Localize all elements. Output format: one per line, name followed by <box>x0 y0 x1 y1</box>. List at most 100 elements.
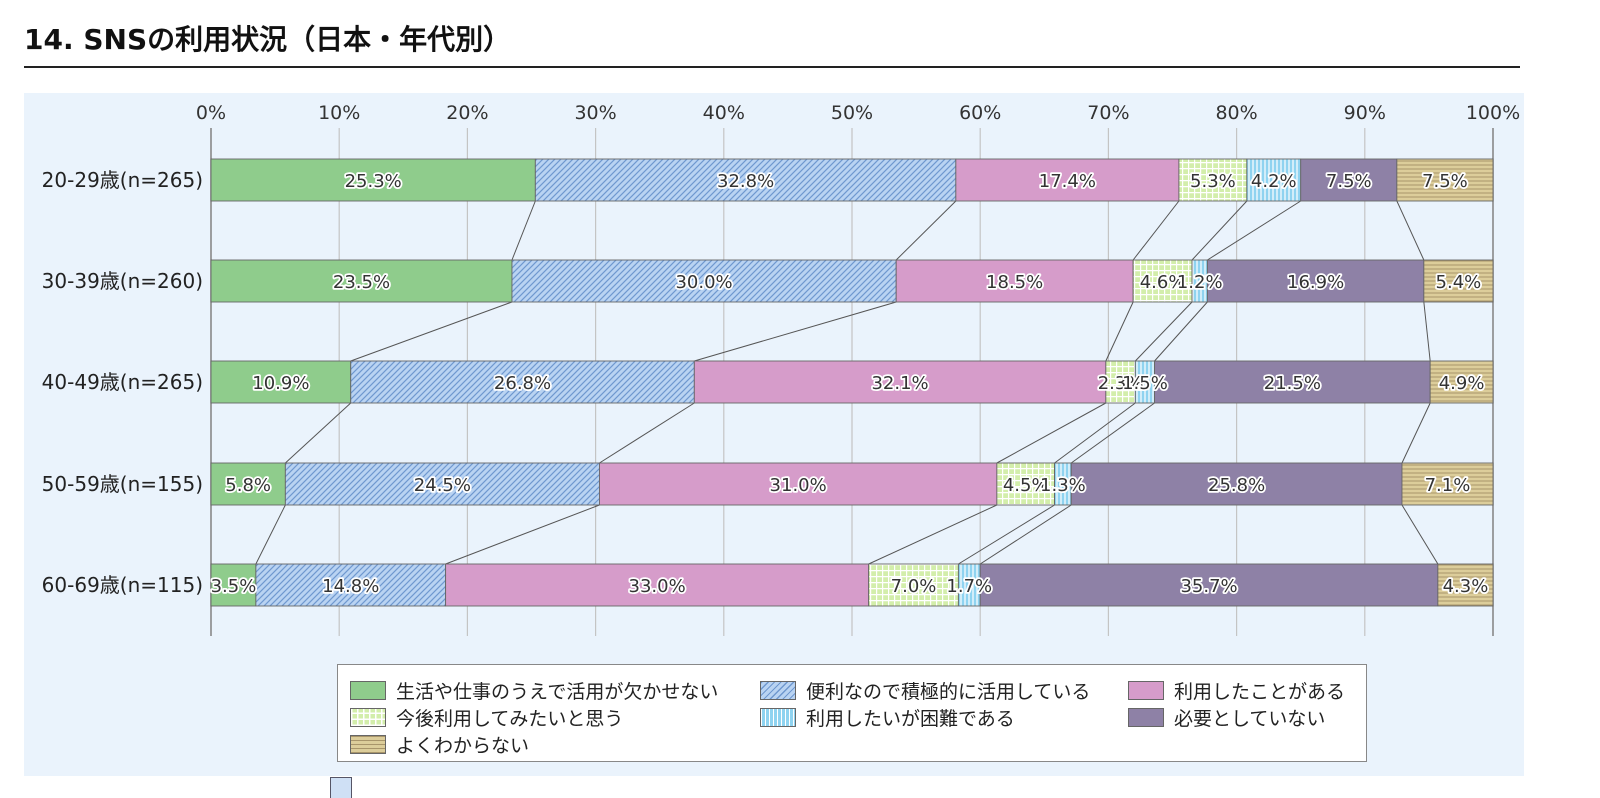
bar-segment <box>1396 158 1494 202</box>
data-label: 14.8% <box>322 576 379 597</box>
bar-segment <box>1105 360 1136 404</box>
bar-segment <box>955 158 1180 202</box>
category-label: 60-69歳(n=115) <box>42 573 203 597</box>
bar-segment <box>511 259 897 303</box>
legend-label: 生活や仕事のうえで活用が欠かせない <box>396 681 719 703</box>
bar-segment <box>210 360 352 404</box>
category-label: 40-49歳(n=265) <box>42 370 203 394</box>
connector-line <box>996 402 1107 464</box>
connector-line <box>694 301 897 362</box>
bar-segment <box>1246 158 1302 202</box>
bar-segment <box>534 158 957 202</box>
connector-line <box>1105 301 1134 362</box>
legend-item: 利用したいが困難である <box>760 704 1015 731</box>
x-tick-label: 90% <box>1344 102 1386 124</box>
connector-line <box>1191 200 1248 261</box>
legend-label: 必要としていない <box>1174 708 1326 730</box>
legend-swatch <box>760 708 796 727</box>
bar-segment <box>210 563 257 607</box>
data-label: 5.8% <box>225 475 271 496</box>
connector-line <box>599 402 695 464</box>
x-tick-label: 100% <box>1466 102 1520 124</box>
bar-segment <box>284 462 600 506</box>
bar-segment <box>1437 563 1494 607</box>
category-label: 50-59歳(n=155) <box>42 472 203 496</box>
legend-swatch <box>760 681 796 700</box>
partial-legend-swatch <box>330 777 352 798</box>
data-label: 5.3% <box>1190 171 1236 192</box>
connector-line <box>1054 402 1136 464</box>
data-label: 4.9% <box>1439 373 1485 394</box>
connector-line <box>511 200 536 261</box>
connector-line <box>895 200 957 261</box>
bar-segment <box>598 462 998 506</box>
data-label: 21.5% <box>1264 373 1321 394</box>
x-tick-label: 80% <box>1215 102 1257 124</box>
data-label: 26.8% <box>494 373 551 394</box>
data-label: 35.7% <box>1180 576 1237 597</box>
bar-segment <box>693 360 1107 404</box>
connector-line <box>285 402 352 464</box>
bar-segment <box>1154 360 1431 404</box>
bar-segment <box>979 563 1439 607</box>
connector-line <box>958 504 1055 565</box>
legend-item: 生活や仕事のうえで活用が欠かせない <box>350 677 718 704</box>
data-label: 7.5% <box>1326 171 1372 192</box>
data-label: 18.5% <box>986 272 1043 293</box>
data-label: 1.7% <box>946 576 992 597</box>
data-label: 7.1% <box>1425 475 1471 496</box>
legend-item: 必要としていない <box>1128 704 1325 731</box>
data-label: 32.1% <box>871 373 928 394</box>
connector-line <box>979 504 1072 565</box>
data-label: 4.2% <box>1251 171 1297 192</box>
connector-line <box>1132 200 1180 261</box>
legend-label: 利用したことがある <box>1174 681 1346 703</box>
connector-line <box>868 504 998 565</box>
bar-segment <box>255 563 447 607</box>
legend-label: 利用したいが困難である <box>806 708 1015 730</box>
connector-line <box>350 301 513 362</box>
bar-segment <box>1401 462 1494 506</box>
x-tick-label: 50% <box>831 102 873 124</box>
data-label: 3.5% <box>211 576 257 597</box>
data-label: 1.2% <box>1177 272 1223 293</box>
bottom-strip <box>0 776 1600 798</box>
connector-line <box>1134 301 1193 362</box>
x-tick-label: 70% <box>1087 102 1129 124</box>
legend-swatch <box>350 681 386 700</box>
category-label: 20-29歳(n=265) <box>42 168 203 192</box>
connector-line <box>1401 504 1439 565</box>
legend-item: 今後利用してみたいと思う <box>350 704 623 731</box>
page-title: 14. SNSの利用状況（日本・年代別） <box>24 23 512 56</box>
data-label: 32.8% <box>717 171 774 192</box>
data-label: 17.4% <box>1039 171 1096 192</box>
x-tick-label: 0% <box>196 102 226 124</box>
data-label: 23.5% <box>333 272 390 293</box>
data-label: 5.4% <box>1436 272 1482 293</box>
data-label: 2.3% <box>1098 373 1144 394</box>
data-label: 4.5% <box>1003 475 1049 496</box>
data-label: 25.3% <box>345 171 402 192</box>
bar-segment <box>895 259 1134 303</box>
legend-item: 便利なので積極的に活用している <box>760 677 1090 704</box>
bar-segment <box>1178 158 1248 202</box>
bar-segment <box>1429 360 1494 404</box>
bar-segment <box>1423 259 1494 303</box>
bar-segment <box>210 462 286 506</box>
x-tick-label: 60% <box>959 102 1001 124</box>
data-label: 30.0% <box>675 272 732 293</box>
bar-segment <box>1132 259 1193 303</box>
connector-line <box>445 504 600 565</box>
x-tick-label: 40% <box>703 102 745 124</box>
legend-item: よくわからない <box>350 731 529 758</box>
data-label: 16.9% <box>1287 272 1344 293</box>
data-label: 4.6% <box>1140 272 1186 293</box>
legend: 生活や仕事のうえで活用が欠かせない 便利なので積極的に活用している 利用したことがあ… <box>337 664 1367 762</box>
connector-line <box>1401 402 1431 464</box>
data-label: 31.0% <box>770 475 827 496</box>
bar-segment <box>1300 158 1398 202</box>
legend-label: よくわからない <box>396 735 530 757</box>
data-label: 4.3% <box>1443 576 1489 597</box>
legend-swatch <box>350 735 386 754</box>
